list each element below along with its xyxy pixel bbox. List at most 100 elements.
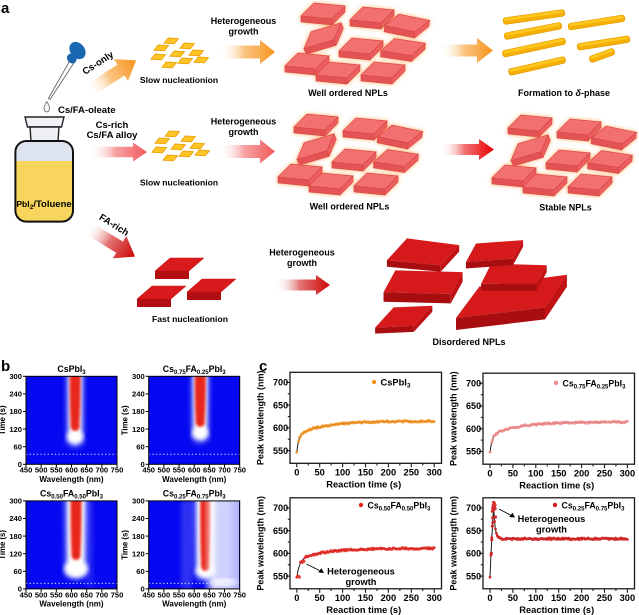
svg-text:650: 650: [80, 466, 93, 475]
svg-text:Reaction time (s): Reaction time (s): [326, 480, 401, 490]
svg-text:300: 300: [620, 469, 636, 479]
svg-text:Peak wavelength (nm): Peak wavelength (nm): [449, 496, 459, 591]
svg-text:550: 550: [273, 446, 288, 456]
svg-text:180: 180: [9, 532, 22, 541]
svg-text:Time (s): Time (s): [0, 405, 7, 435]
svg-text:0: 0: [140, 460, 144, 469]
svg-text:Slow nucleationion: Slow nucleationion: [140, 178, 218, 188]
svg-text:50: 50: [508, 593, 518, 603]
svg-text:600: 600: [188, 590, 201, 599]
svg-text:100: 100: [528, 469, 544, 479]
svg-text:550: 550: [50, 466, 63, 475]
svg-text:Cs0.75FA0.25PbI3: Cs0.75FA0.25PbI3: [563, 378, 627, 390]
svg-text:Reaction time (s): Reaction time (s): [519, 605, 594, 615]
svg-text:300: 300: [9, 372, 22, 381]
svg-text:650: 650: [466, 526, 481, 536]
svg-text:550: 550: [50, 590, 63, 599]
svg-text:Heterogeneous: Heterogeneous: [211, 117, 277, 127]
svg-text:600: 600: [273, 423, 288, 433]
svg-text:Heterogeneous: Heterogeneous: [327, 567, 395, 577]
svg-text:Cs0.50FA0.50PbI3: Cs0.50FA0.50PbI3: [40, 488, 104, 500]
svg-text:60: 60: [14, 567, 22, 576]
svg-text:750: 750: [233, 590, 246, 599]
svg-text:200: 200: [574, 593, 590, 603]
svg-text:b: b: [1, 358, 10, 375]
svg-text:240: 240: [132, 390, 145, 399]
svg-text:450: 450: [20, 590, 33, 599]
svg-text:600: 600: [466, 424, 481, 434]
svg-text:600: 600: [65, 466, 78, 475]
svg-text:600: 600: [273, 549, 288, 559]
svg-text:Formation to δ-phase: Formation to δ-phase: [518, 88, 610, 98]
svg-text:Wavelength (nm): Wavelength (nm): [39, 600, 103, 609]
svg-text:Cs0.50FA0.50PbI3: Cs0.50FA0.50PbI3: [368, 500, 432, 512]
svg-text:Time (s): Time (s): [121, 530, 130, 560]
svg-text:300: 300: [9, 497, 22, 506]
svg-text:60: 60: [14, 442, 22, 451]
svg-text:250: 250: [597, 469, 613, 479]
svg-text:Well ordered NPLs: Well ordered NPLs: [308, 88, 388, 98]
svg-text:CsPbI3: CsPbI3: [57, 364, 86, 376]
svg-text:650: 650: [466, 401, 481, 411]
svg-text:750: 750: [111, 466, 124, 475]
svg-text:120: 120: [9, 549, 22, 558]
svg-text:0: 0: [294, 468, 299, 478]
svg-text:50: 50: [315, 468, 325, 478]
svg-text:Heterogeneous: Heterogeneous: [211, 16, 277, 26]
svg-text:550: 550: [173, 466, 186, 475]
svg-text:Wavelength (nm): Wavelength (nm): [162, 475, 226, 484]
svg-text:Well ordered NPLs: Well ordered NPLs: [310, 202, 390, 212]
svg-text:700: 700: [95, 466, 108, 475]
svg-text:Time (s): Time (s): [121, 405, 130, 435]
svg-text:200: 200: [381, 468, 397, 478]
svg-text:300: 300: [426, 468, 442, 478]
svg-text:Time (s): Time (s): [0, 530, 7, 560]
svg-text:100: 100: [528, 593, 544, 603]
svg-text:500: 500: [158, 590, 171, 599]
svg-text:150: 150: [358, 468, 374, 478]
svg-text:700: 700: [273, 503, 288, 513]
svg-text:120: 120: [9, 425, 22, 434]
svg-text:550: 550: [173, 590, 186, 599]
svg-text:0: 0: [294, 593, 299, 603]
svg-text:c: c: [259, 358, 267, 375]
svg-text:Reaction time (s): Reaction time (s): [519, 481, 594, 491]
svg-text:600: 600: [188, 466, 201, 475]
svg-text:450: 450: [20, 466, 33, 475]
svg-text:700: 700: [466, 378, 481, 388]
svg-text:growth: growth: [229, 27, 259, 37]
svg-text:Disordered NPLs: Disordered NPLs: [432, 337, 505, 347]
svg-text:Cs-rich: Cs-rich: [96, 120, 129, 131]
svg-text:700: 700: [95, 590, 108, 599]
svg-text:Cs0.25FA0.75PbI3: Cs0.25FA0.75PbI3: [163, 488, 227, 500]
svg-text:300: 300: [620, 593, 636, 603]
svg-text:0: 0: [18, 585, 22, 594]
svg-text:120: 120: [132, 549, 145, 558]
svg-text:Peak wavelength (nm): Peak wavelength (nm): [256, 496, 266, 591]
svg-text:Stable NPLs: Stable NPLs: [539, 203, 592, 213]
svg-text:Slow nucleationion: Slow nucleationion: [140, 75, 218, 85]
svg-text:300: 300: [132, 372, 145, 381]
svg-text:180: 180: [9, 407, 22, 416]
svg-text:150: 150: [358, 593, 374, 603]
svg-text:180: 180: [132, 407, 145, 416]
svg-text:250: 250: [404, 593, 420, 603]
svg-text:Peak wavelength (nm): Peak wavelength (nm): [256, 371, 266, 466]
svg-text:200: 200: [381, 593, 397, 603]
svg-text:550: 550: [466, 447, 481, 457]
svg-text:300: 300: [426, 593, 442, 603]
svg-text:a: a: [1, 0, 10, 17]
svg-text:700: 700: [218, 466, 231, 475]
svg-text:120: 120: [132, 425, 145, 434]
svg-text:CsPbI3: CsPbI3: [381, 377, 411, 389]
svg-text:550: 550: [466, 571, 481, 581]
svg-text:700: 700: [273, 378, 288, 388]
svg-text:450: 450: [142, 466, 155, 475]
svg-text:240: 240: [9, 514, 22, 523]
svg-text:Wavelength (nm): Wavelength (nm): [162, 600, 226, 609]
svg-text:750: 750: [111, 590, 124, 599]
svg-text:Cs0.25FA0.75PbI3: Cs0.25FA0.75PbI3: [562, 500, 626, 512]
svg-text:600: 600: [65, 590, 78, 599]
svg-text:550: 550: [273, 571, 288, 581]
svg-text:450: 450: [142, 590, 155, 599]
